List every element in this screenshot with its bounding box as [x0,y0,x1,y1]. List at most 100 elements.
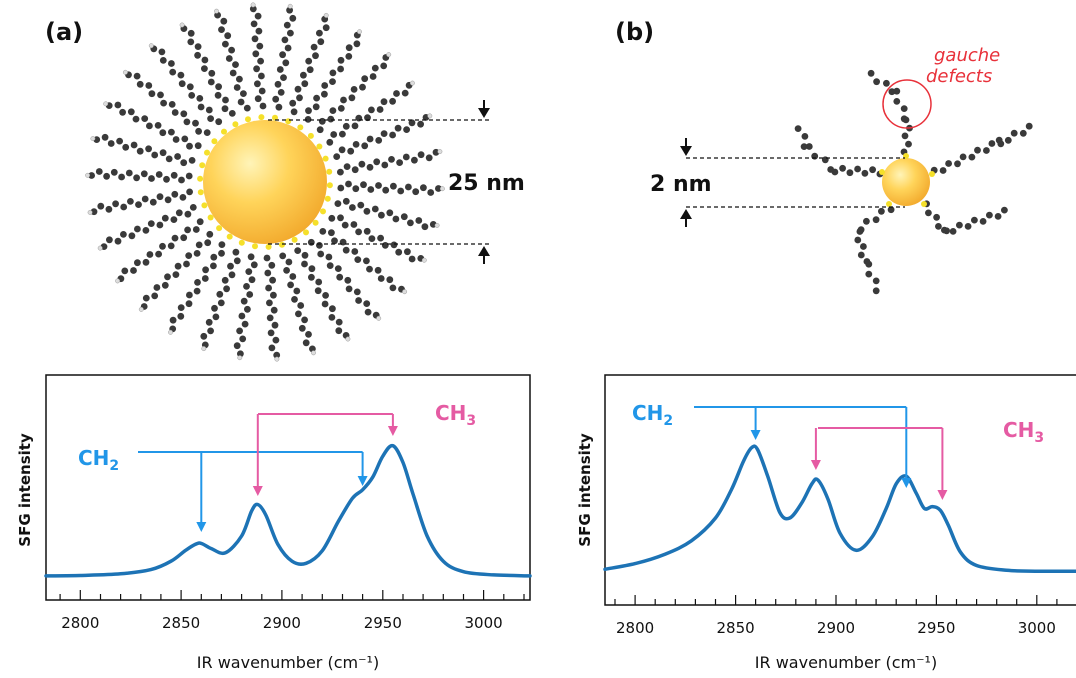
carbon-atom [350,221,358,228]
carbon-atom [205,106,213,114]
carbon-atom [361,142,369,150]
carbon-atom [326,138,334,146]
carbon-atom [393,90,400,97]
carbon-atom [164,196,172,204]
carbon-atom [377,234,384,242]
carbon-atom [317,250,325,258]
carbon-atom [136,147,144,155]
sulfur-atom [207,214,214,221]
hydrogen-atom [376,315,382,321]
carbon-atom [151,292,159,300]
carbon-atom [325,253,333,261]
sulfur-atom [291,236,298,243]
peak-label-subscript: 3 [466,413,476,429]
carbon-atom [300,71,307,79]
carbon-atom [267,329,275,337]
carbon-atom [264,269,272,277]
carbon-atom [210,262,217,270]
carbon-atom [366,135,374,143]
carbon-atom [888,88,896,96]
carbon-atom [194,51,202,59]
carbon-atom [170,216,178,224]
carbon-atom [169,316,177,324]
carbon-atom [228,46,236,54]
carbon-atom [287,281,294,289]
chart-a-frame [45,374,531,601]
carbon-atom [215,118,223,126]
carbon-atom [954,160,961,168]
sulfur-atom [199,162,206,169]
carbon-atom [177,304,185,311]
carbon-atom [351,122,359,130]
carbon-atom [160,99,168,107]
carbon-atom [201,275,209,282]
carbon-atom [900,105,908,112]
carbon-atom [171,109,179,116]
carbon-atom [272,95,280,103]
carbon-atom [237,98,245,106]
carbon-atom [211,304,218,312]
carbon-atom [1019,129,1027,137]
size-label-b: 2 nm [650,172,712,197]
carbon-atom [417,120,424,128]
carbon-atom [171,234,179,242]
carbon-atom [301,316,308,324]
carbon-atom [274,80,282,88]
carbon-atom [403,126,410,133]
carbon-atom [125,169,133,177]
carbon-atom [376,106,384,113]
carbon-atom [187,38,195,46]
sulfur-atom [879,169,885,175]
carbon-atom [148,175,155,182]
carbon-atom [177,71,185,79]
sulfur-atom [886,201,892,207]
gauche-label: gauche [934,45,1000,66]
hydrogen-atom [345,336,351,342]
carbon-atom [334,265,342,272]
carbon-atom [142,227,150,234]
carbon-atom [366,265,373,273]
carbon-atom [159,242,166,250]
annotation-arrow-head [901,478,912,488]
carbon-atom [333,153,341,161]
hydrogen-atom [402,289,408,295]
carbon-atom [425,154,433,162]
carbon-atom [358,160,366,168]
carbon-atom [146,122,153,130]
sulfur-atom [929,171,935,177]
carbon-atom [268,344,276,352]
carbon-atom [140,170,148,178]
carbon-atom [120,231,127,238]
hydrogen-atom [122,69,128,75]
carbon-atom [216,290,224,298]
carbon-atom [337,105,345,112]
sulfur-atom [322,155,329,162]
carbon-atom [253,65,260,73]
carbon-atom [207,327,215,335]
carbon-atom [421,223,429,231]
gold-nanoparticle-a [203,120,327,244]
gold-nanoparticle-b [882,158,930,206]
x-tick-label: 2800 [616,619,654,637]
carbon-atom [205,318,213,326]
carbon-atom [395,248,403,256]
carbon-atom [223,285,231,293]
sfg-spectrum-a: 2800 2850 2900 2950 3000 SFG intensity IR wa… [16,374,532,672]
carbon-atom [310,43,318,51]
carbon-atom [142,294,150,302]
carbon-atom [148,90,156,98]
carbon-atom [157,91,164,99]
carbon-atom [925,209,932,217]
carbon-atom [347,147,355,155]
carbon-atom [161,214,169,222]
carbon-atom [159,149,167,157]
sulfur-atom [204,149,210,156]
carbon-atom [321,90,328,98]
carbon-atom [200,332,208,340]
carbon-atom [133,174,141,182]
peak-label-main: CH [632,401,663,425]
carbon-atom [135,201,142,209]
carbon-atom [244,305,251,313]
carbon-atom [794,125,802,132]
